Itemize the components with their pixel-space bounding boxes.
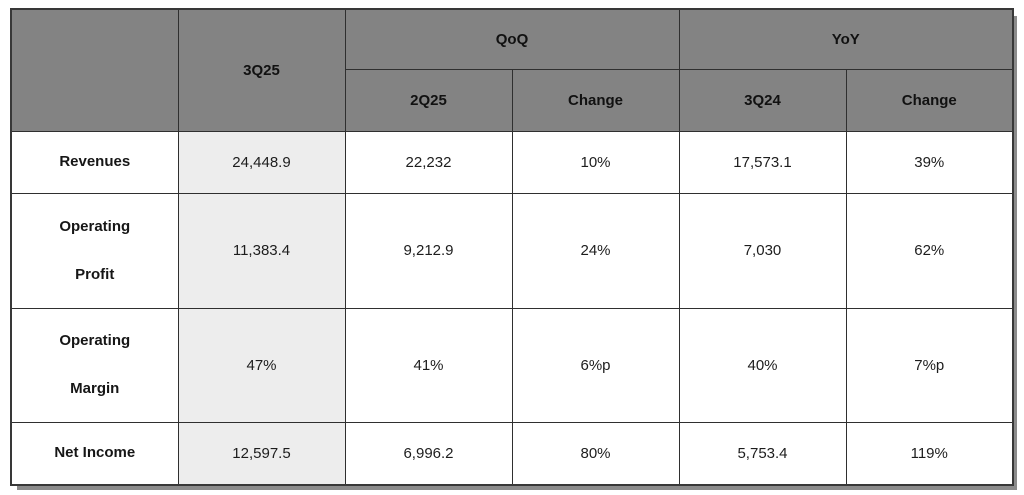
cell-operating-profit-yoy-change: 62% (845, 192, 1014, 309)
cell-operating-profit-qoq-change: 24% (511, 192, 680, 309)
corner-cell (10, 8, 179, 132)
cell-net-income-2q25: 6,996.2 (344, 421, 513, 486)
cell-net-income-qoq-change: 80% (511, 421, 680, 486)
table-header: 3Q25 QoQ YoY 2Q25 Change 3Q24 Change (10, 8, 1014, 132)
cell-revenues-qoq-change: 10% (511, 130, 680, 194)
cell-revenues-3q25: 24,448.9 (177, 130, 346, 194)
table-row-net-income: Net Income 12,597.5 6,996.2 80% 5,753.4 … (10, 421, 1014, 486)
cell-net-income-3q24: 5,753.4 (678, 421, 847, 486)
header-row-subcolumns: 2Q25 Change 3Q24 Change (11, 68, 1014, 132)
row-label-net-income: Net Income (10, 421, 179, 486)
row-label-revenues: Revenues (10, 130, 179, 194)
cell-operating-profit-3q24: 7,030 (678, 192, 847, 309)
group-header-yoy: YoY (678, 8, 1014, 70)
cell-net-income-yoy-change: 119% (845, 421, 1014, 486)
group-header-qoq: QoQ (344, 8, 680, 70)
column-header-2q25: 2Q25 (344, 68, 513, 132)
column-header-yoy-change: Change (845, 68, 1014, 132)
financial-results-table: 3Q25 QoQ YoY 2Q25 Change 3Q24 Change Rev… (10, 8, 1014, 486)
cell-revenues-3q24: 17,573.1 (678, 130, 847, 194)
cell-revenues-2q25: 22,232 (344, 130, 513, 194)
table-body: Revenues 24,448.9 22,232 10% 17,573.1 39… (10, 130, 1014, 486)
cell-operating-margin-3q24: 40% (678, 307, 847, 423)
column-header-qoq-change: Change (511, 68, 680, 132)
column-header-3q25: 3Q25 (177, 8, 346, 132)
cell-operating-profit-2q25: 9,212.9 (344, 192, 513, 309)
financial-results-table-container: 3Q25 QoQ YoY 2Q25 Change 3Q24 Change Rev… (10, 8, 1014, 486)
row-label-operating-profit: Operating Profit (10, 192, 179, 309)
cell-operating-margin-2q25: 41% (344, 307, 513, 423)
row-label-operating-margin: Operating Margin (10, 307, 179, 423)
column-header-3q24: 3Q24 (678, 68, 847, 132)
table-row-operating-margin: Operating Margin 47% 41% 6%p 40% 7%p (10, 307, 1014, 423)
cell-operating-margin-yoy-change: 7%p (845, 307, 1014, 423)
table-row-operating-profit: Operating Profit 11,383.4 9,212.9 24% 7,… (10, 192, 1014, 309)
cell-operating-profit-3q25: 11,383.4 (177, 192, 346, 309)
cell-operating-margin-3q25: 47% (177, 307, 346, 423)
header-row-groups: 3Q25 QoQ YoY (10, 8, 1014, 132)
cell-revenues-yoy-change: 39% (845, 130, 1014, 194)
table-row-revenues: Revenues 24,448.9 22,232 10% 17,573.1 39… (10, 130, 1014, 194)
cell-operating-margin-qoq-change: 6%p (511, 307, 680, 423)
cell-net-income-3q25: 12,597.5 (177, 421, 346, 486)
